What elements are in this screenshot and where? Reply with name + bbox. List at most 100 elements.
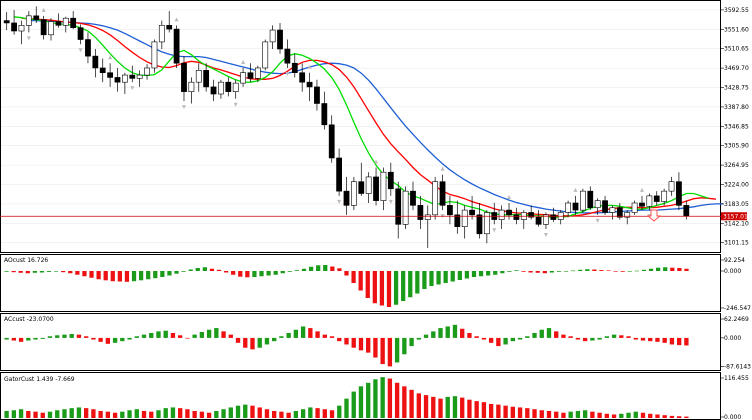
candle	[336, 148, 342, 204]
histogram-bar	[199, 411, 205, 418]
candle	[609, 205, 616, 220]
histogram-bar	[329, 410, 335, 418]
indicator-axis-label: 62.2469	[724, 316, 749, 323]
candle	[395, 181, 402, 239]
histogram-bar	[358, 386, 364, 418]
histogram-bar	[460, 397, 465, 418]
histogram-bar	[228, 407, 233, 418]
histogram-bar	[272, 410, 277, 418]
candle	[299, 63, 306, 92]
price-label: 3142.10	[724, 220, 749, 227]
candle	[269, 25, 276, 50]
histogram-bar	[563, 271, 569, 272]
candle	[410, 181, 416, 211]
candle	[580, 188, 586, 213]
fractal-up-icon	[174, 17, 179, 22]
indicator-axis-label: 92.254	[724, 257, 745, 264]
histogram-bar	[127, 410, 132, 418]
histogram-bar	[445, 396, 450, 418]
histogram-bar	[481, 402, 487, 418]
histogram-bar	[112, 337, 118, 343]
histogram-bar	[55, 335, 60, 338]
candle	[3, 12, 10, 31]
candle	[284, 39, 291, 76]
histogram-bar	[510, 406, 515, 418]
histogram-bar	[656, 267, 661, 271]
histogram-bar	[337, 337, 342, 342]
histogram-bar	[286, 412, 291, 418]
gator-histogram	[4, 377, 689, 418]
histogram-bar	[568, 336, 573, 338]
price-label: 3387.80	[724, 104, 749, 111]
candle	[387, 162, 394, 204]
ac-indicator-panel[interactable]: ACcust -23.0700	[0, 313, 721, 371]
histogram-bar	[640, 412, 646, 418]
histogram-bar	[633, 337, 638, 340]
ao-histogram	[4, 265, 689, 307]
fractal-down-icon	[78, 48, 83, 53]
candle	[232, 79, 239, 107]
histogram-bar	[231, 271, 236, 275]
histogram-bar	[464, 271, 470, 279]
fractal-up-icon	[573, 187, 578, 192]
candle	[306, 64, 313, 102]
histogram-bar	[568, 411, 573, 418]
histogram-bar	[120, 337, 125, 342]
histogram-bar	[474, 401, 479, 418]
histogram-bar	[655, 414, 660, 418]
histogram-bar	[75, 271, 80, 275]
histogram-bar	[387, 337, 393, 367]
histogram-bar	[358, 337, 364, 351]
histogram-bar	[525, 408, 530, 418]
histogram-bar	[676, 337, 682, 346]
histogram-bar	[590, 411, 595, 418]
histogram-bar	[279, 336, 284, 338]
histogram-bar	[539, 329, 544, 338]
histogram-bar	[308, 328, 313, 338]
histogram-bar	[496, 337, 501, 347]
ac-histogram	[4, 324, 689, 367]
main-price-chart[interactable]	[0, 0, 724, 253]
histogram-bar	[488, 403, 494, 418]
histogram-bar	[287, 271, 292, 272]
histogram-bar	[561, 412, 566, 418]
histogram-bar	[301, 268, 307, 271]
candle	[25, 11, 32, 41]
histogram-bar	[252, 271, 257, 277]
histogram-bar	[507, 271, 512, 272]
ao-indicator-panel[interactable]: AOcust 16.726	[0, 254, 721, 312]
gator-indicator-panel[interactable]: GatorCust 1.439 -7.669	[0, 372, 721, 420]
histogram-bar	[112, 412, 118, 418]
histogram-bar	[174, 271, 179, 274]
candle	[550, 207, 557, 222]
histogram-bar	[293, 410, 299, 418]
histogram-bar	[344, 398, 349, 418]
histogram-bar	[394, 382, 400, 418]
candle	[572, 187, 579, 215]
candle	[55, 13, 62, 28]
histogram-bar	[167, 271, 172, 276]
histogram-bar	[684, 268, 689, 271]
histogram-bar	[91, 409, 96, 418]
candle	[218, 79, 224, 99]
histogram-bar	[626, 412, 631, 418]
histogram-bar	[669, 337, 675, 345]
histogram-bar	[40, 412, 45, 418]
candle	[528, 205, 535, 220]
histogram-bar	[640, 337, 646, 341]
histogram-bar	[238, 271, 243, 277]
histogram-bar	[517, 337, 523, 340]
candle	[543, 212, 549, 238]
histogram-bar	[257, 337, 262, 348]
histogram-bar	[539, 410, 544, 418]
candle	[158, 20, 165, 50]
fractal-up-icon	[307, 64, 312, 69]
candle	[166, 11, 173, 33]
candle	[92, 49, 99, 78]
histogram-bar	[409, 337, 414, 347]
histogram-bar	[131, 271, 137, 282]
histogram-bar	[105, 337, 111, 344]
histogram-bar	[82, 271, 87, 277]
